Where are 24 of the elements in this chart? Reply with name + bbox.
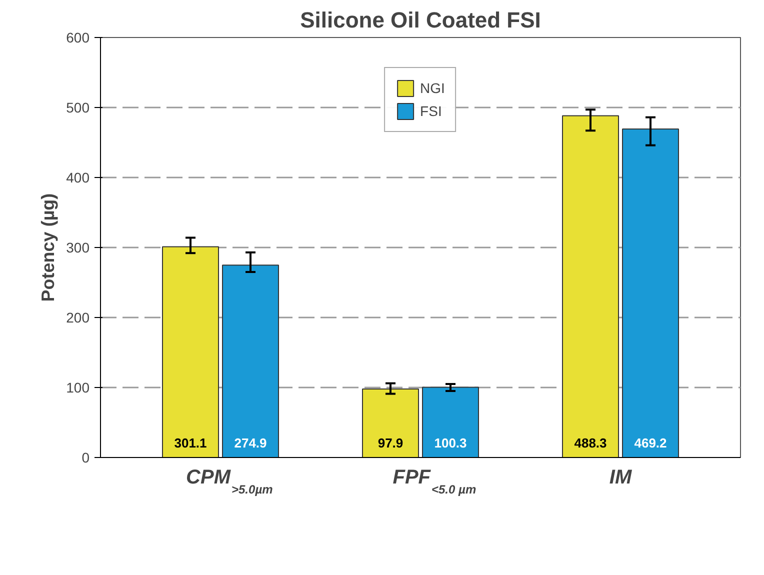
legend-label: NGI (420, 80, 445, 96)
bar (162, 246, 219, 458)
legend-label: FSI (420, 103, 442, 119)
y-tick-label: 500 (66, 100, 90, 116)
bar (362, 388, 419, 458)
x-tick-label: IM (609, 466, 633, 488)
bar (622, 128, 679, 458)
y-tick-label: 200 (66, 310, 90, 326)
y-tick-label: 400 (66, 170, 90, 186)
data-label: 469.2 (634, 436, 667, 450)
bar (222, 264, 279, 458)
y-tick-label: 0 (82, 450, 90, 466)
data-label: 301.1 (174, 436, 207, 450)
data-label: 100.3 (434, 436, 467, 450)
bar (422, 386, 479, 458)
y-tick-label: 100 (66, 380, 90, 396)
data-label: 488.3 (574, 436, 607, 450)
y-tick-label: 600 (66, 30, 90, 46)
data-label: 97.9 (378, 436, 404, 450)
data-label: 274.9 (234, 436, 267, 450)
bar (562, 115, 619, 458)
chart-title: Silicone Oil Coated FSI (300, 8, 541, 32)
y-tick-label: 300 (66, 240, 90, 256)
y-axis-title: Potency (µg) (38, 193, 58, 302)
